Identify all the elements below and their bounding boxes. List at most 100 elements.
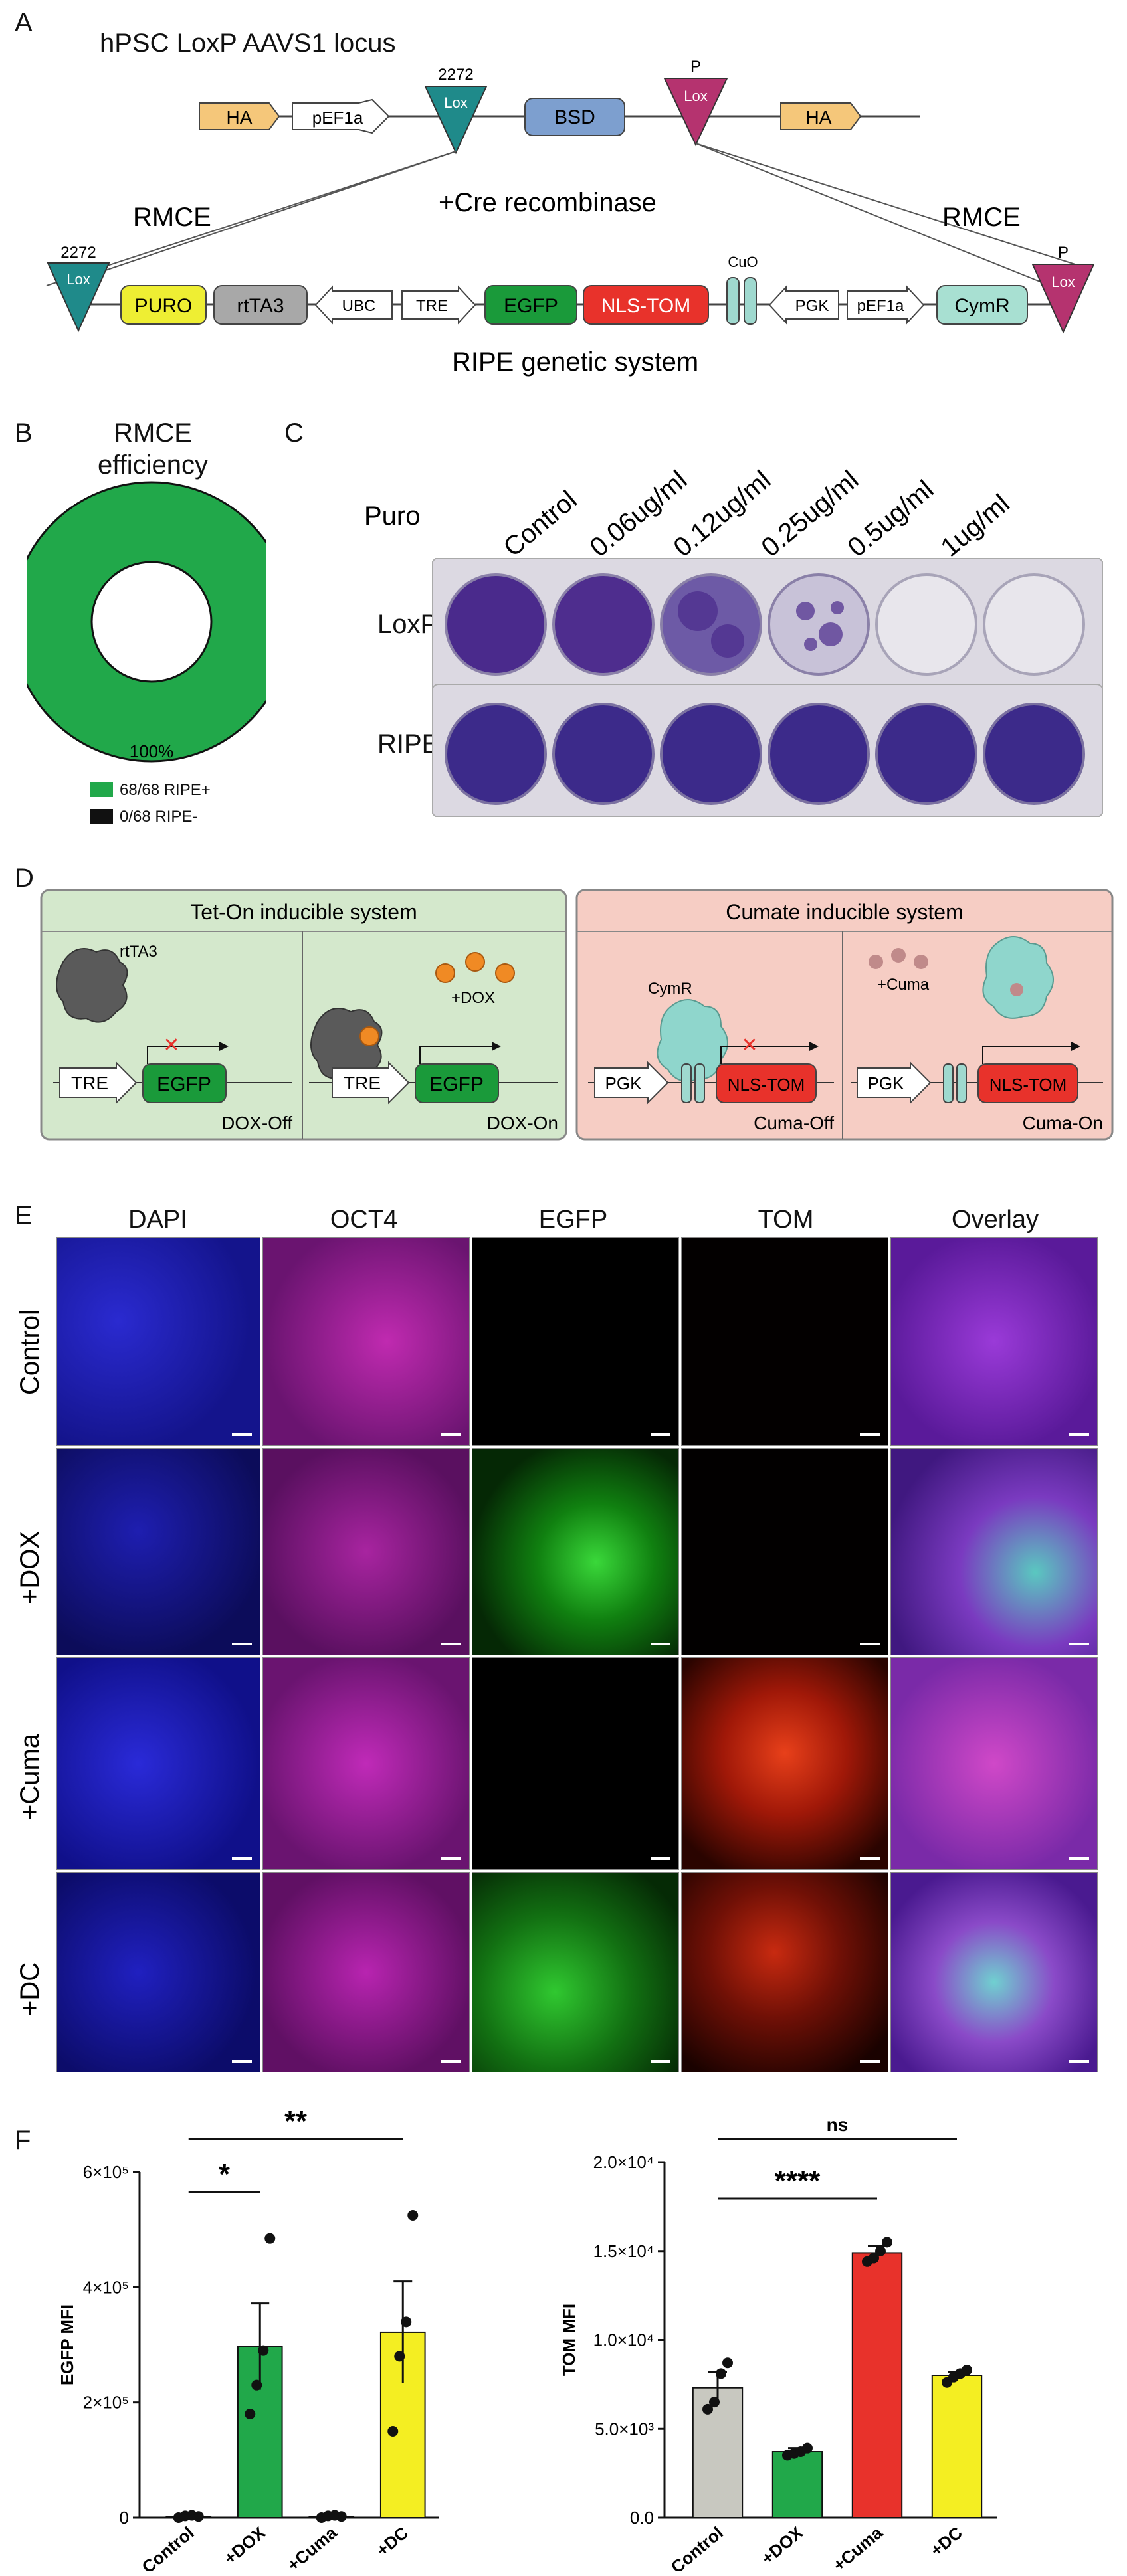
cymr-protein — [657, 999, 728, 1082]
data-point — [882, 2237, 892, 2248]
data-point — [962, 2364, 972, 2375]
image-dox-dapi — [56, 1448, 260, 1655]
y-tick-label: 2×10⁵ — [83, 2393, 129, 2413]
image-cuma-egfp — [472, 1657, 679, 1870]
data-point — [193, 2511, 204, 2522]
rtta3-box — [213, 285, 308, 325]
bsd-box — [524, 98, 625, 136]
column-label-dapi: DAPI — [128, 1206, 187, 1234]
panel-b-title-line2: efficiency — [97, 450, 208, 480]
image-dc-dapi — [56, 1872, 260, 2072]
pgk-arrow — [768, 285, 839, 325]
x-tick-label: +DOX — [758, 2522, 807, 2568]
image-dox-tom — [681, 1448, 888, 1655]
puro-row-label: Puro — [364, 502, 421, 531]
well-ripe-0.5 — [875, 703, 977, 805]
lox2272-top-triangle — [424, 86, 488, 155]
ha-right-box — [780, 102, 862, 130]
pef1a-top-arrow — [292, 98, 390, 134]
panel-e-row-labels: Control +DOX +Cuma +DC — [15, 1309, 45, 2016]
block-cross-cuma: ✕ — [741, 1034, 758, 1056]
well-loxp-1 — [983, 573, 1085, 676]
well-ripe-0.25 — [768, 703, 870, 805]
bsd-label: BSD — [554, 106, 595, 128]
tet-on-title: Tet-On inducible system — [190, 900, 417, 924]
image-dc-oct4 — [262, 1872, 470, 2072]
data-point — [875, 2245, 886, 2256]
image-dc-egfp — [472, 1872, 679, 2072]
data-point — [716, 2368, 726, 2379]
tre-label-on: TRE — [344, 1073, 381, 1093]
dox-molecule-2 — [465, 952, 485, 972]
data-point — [264, 2233, 276, 2244]
egfp-label: EGFP — [504, 295, 558, 317]
cymr-label-d: CymR — [648, 980, 692, 998]
egfp-mfi-bar-chart: 0 2×10⁵ 4×10⁵ 6×10⁵ EGFP MFI Control +DOX +Cuma… — [57, 2105, 439, 2571]
well-ripe-control — [445, 703, 547, 805]
cymr-protein-released — [982, 936, 1054, 1019]
dox-molecule-3 — [495, 963, 515, 983]
data-point — [258, 2345, 269, 2356]
row-label-ripe: RIPE — [377, 729, 440, 759]
well-ripe-0.12 — [660, 703, 762, 805]
ubc-label: UBC — [342, 297, 376, 315]
lox2272-bottom-triangle — [47, 262, 110, 333]
bar — [771, 2451, 823, 2519]
tre-arrow-on — [332, 1061, 410, 1105]
cuo-site-2 — [744, 277, 757, 325]
cuma-molecule-1 — [869, 955, 883, 969]
cuo-site-1 — [726, 277, 740, 325]
well-loxp-control — [445, 573, 547, 676]
tre-arrow-off — [59, 1061, 138, 1105]
well-loxp-0.06 — [552, 573, 655, 676]
image-cuma-dapi — [56, 1657, 260, 1870]
image-dox-egfp — [472, 1448, 679, 1655]
lox2272-top-label: Lox — [444, 94, 467, 111]
loxp-bottom-label: Lox — [1051, 274, 1075, 290]
puro-box — [120, 285, 207, 325]
panel-c-condition-labels: Puro Control 0.06ug/ml 0.12ug/ml 0.25ug/… — [364, 465, 1015, 563]
panel-letter-c: C — [284, 418, 304, 448]
y-axis-title: TOM MFI — [559, 2304, 579, 2376]
nlstom-label-on: NLS-TOM — [989, 1075, 1067, 1095]
well-loxp-0.12 — [660, 573, 762, 676]
donut-center-value: 100% — [130, 741, 174, 761]
cumate-title: Cumate inducible system — [726, 900, 963, 924]
significance-label: ns — [827, 2114, 849, 2135]
x-tick-label: Control — [138, 2523, 198, 2571]
y-tick-label: 1.5×10⁴ — [593, 2241, 654, 2261]
significance-label: * — [219, 2158, 231, 2191]
image-cuma-tom — [681, 1657, 888, 1870]
image-dox-overlay — [890, 1448, 1098, 1655]
y-tick-label: 4×10⁵ — [83, 2277, 129, 2297]
loxp-top-letter: P — [690, 58, 701, 76]
data-point — [394, 2351, 405, 2362]
rmce-right-label: RMCE — [942, 203, 1021, 232]
x-tick-label: +DC — [926, 2522, 966, 2560]
pgk-arrow-off — [594, 1061, 669, 1105]
cuma-on-label: Cuma-On — [1023, 1113, 1103, 1133]
ha-left-box — [199, 102, 280, 130]
significance-label: ** — [284, 2105, 308, 2138]
image-dc-tom — [681, 1872, 888, 2072]
pgk-label-on: PGK — [868, 1073, 905, 1093]
dox-molecule-1 — [435, 963, 455, 983]
legend-swatch-ripe-positive — [90, 782, 113, 797]
dox-label: +DOX — [451, 989, 495, 1007]
cuma-molecule-2 — [891, 948, 906, 963]
lox2272-top-number: 2272 — [438, 66, 473, 84]
x-tick-label: +Cuma — [283, 2522, 341, 2571]
y-tick-label: 6×10⁵ — [83, 2162, 129, 2182]
pgk-label: PGK — [795, 297, 829, 315]
image-control-dapi — [56, 1237, 260, 1446]
panel-a-bottom-title: RIPE genetic system — [452, 347, 698, 377]
puro-label: PURO — [135, 295, 193, 317]
cuo-label: CuO — [728, 254, 758, 270]
loxp-top-triangle — [663, 78, 728, 147]
legend-label-ripe-negative: 0/68 RIPE- — [120, 808, 198, 826]
data-point — [336, 2511, 347, 2522]
row-label-control: Control — [15, 1309, 45, 1395]
egfp-box — [484, 285, 577, 325]
crystal-violet-plate-ripe — [432, 684, 1103, 817]
data-point — [401, 2316, 412, 2328]
